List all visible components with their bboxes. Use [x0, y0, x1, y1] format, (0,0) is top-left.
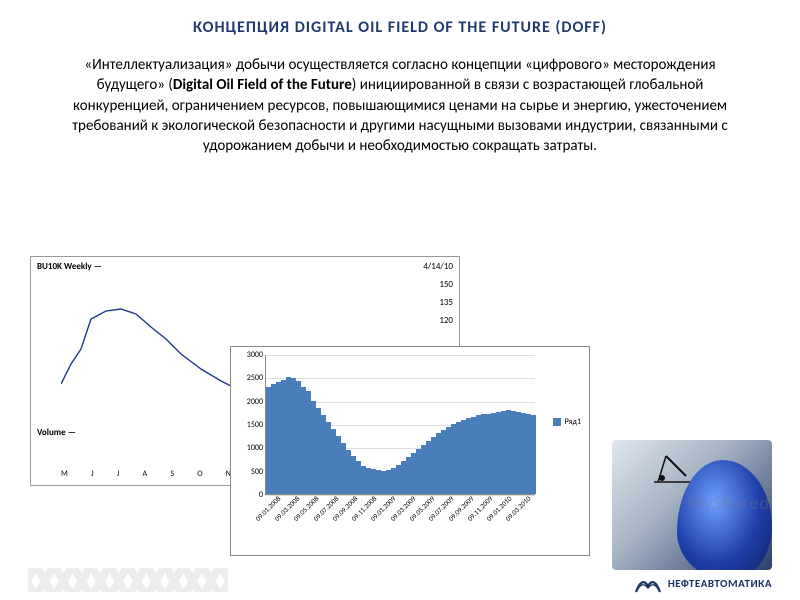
chart2-plot: 05001000150020002500300009.01.200809.03.… — [265, 355, 535, 495]
chart2-bar — [381, 471, 386, 494]
chart2-legend-swatch — [553, 418, 561, 426]
chart2-bar — [311, 401, 316, 494]
logo-icon — [634, 572, 662, 594]
chart2-bar — [526, 414, 531, 494]
chart2-bar — [326, 422, 331, 494]
chart2-bar — [506, 410, 511, 494]
chart2-bar — [361, 466, 366, 494]
chart1-xtick: O — [197, 469, 202, 479]
chart2-bar — [291, 378, 296, 494]
chart2-bar — [386, 470, 391, 494]
chart2-bar — [476, 415, 481, 494]
body-paragraph: «Интеллектуализация» добычи осуществляет… — [0, 47, 800, 156]
chart2-bar — [466, 418, 471, 494]
chart2-bar — [351, 456, 356, 494]
chart2-bar — [491, 413, 496, 494]
chart2-ytick: 0 — [259, 490, 263, 500]
chart2-bar — [501, 411, 506, 494]
chart1-date: 4/14/10 — [423, 261, 453, 272]
chart2-bar — [401, 461, 406, 494]
page-title: КОНЦЕПЦИЯ DIGITAL OIL FIELD OF THE FUTUR… — [0, 0, 800, 47]
chart2-bar — [426, 441, 431, 494]
chart2-bar — [281, 380, 286, 494]
chart2-bar — [266, 387, 271, 494]
chart2-bar — [371, 469, 376, 494]
logo-text: НЕФТЕАВТОМАТИКА — [668, 577, 772, 590]
chart2-bar — [511, 411, 516, 494]
oil-rig-icon — [652, 450, 692, 484]
chart1-ytick: 135 — [439, 297, 453, 308]
body-bold: Digital Oil Field of the Future — [173, 76, 352, 94]
chart2-bar — [436, 433, 441, 494]
chart2-gridline — [266, 495, 535, 496]
chart2-bar — [521, 413, 526, 494]
chart2-bar — [416, 449, 421, 494]
chart1-xtick: J — [91, 469, 94, 479]
chart2-legend: Ряд1 — [553, 417, 581, 427]
chart2-ytick: 1500 — [247, 420, 263, 430]
chart2-ytick: 3000 — [247, 350, 263, 360]
chart2-bar — [441, 430, 446, 494]
chart1-xtick: A — [143, 469, 148, 479]
chart2-bar — [306, 391, 311, 494]
chart2-bar — [276, 382, 281, 494]
chart2-bar — [286, 377, 291, 494]
chart1-xtick: M — [61, 469, 68, 479]
chart2-bar — [336, 436, 341, 494]
chart2-ytick: 500 — [251, 467, 263, 477]
chart2-bar — [471, 417, 476, 494]
bar-chart: 05001000150020002500300009.01.200809.03.… — [230, 346, 590, 556]
chart2-bar — [431, 437, 436, 494]
chart2-bar — [451, 424, 456, 494]
charts-region: BU10K Weekly — 4/14/10 150 135 120 Volume … — [30, 256, 530, 556]
chart1-ytick: 150 — [439, 279, 453, 290]
chart2-bar — [486, 414, 491, 494]
chart2-bar — [396, 465, 401, 494]
chart2-bar — [421, 445, 426, 494]
chart1-xtick: S — [170, 469, 174, 479]
chart2-bar — [406, 457, 411, 494]
chart1-ytick: 120 — [439, 315, 453, 326]
chart2-bar — [376, 470, 381, 494]
chart2-bar — [271, 384, 276, 494]
chart2-bar — [411, 453, 416, 494]
chart2-bar — [461, 420, 466, 494]
chart1-xtick: J — [117, 469, 120, 479]
chart2-bar — [496, 412, 501, 494]
chart1-series-label: BU10K Weekly — — [37, 261, 102, 272]
chart2-bar — [516, 412, 521, 494]
company-logo: НЕФТЕАВТОМАТИКА — [634, 572, 772, 594]
chart2-bar — [356, 461, 361, 494]
chart2-bar — [456, 422, 461, 494]
chart2-bar — [341, 443, 346, 494]
chart2-bar — [346, 450, 351, 494]
chart2-gridline — [266, 355, 535, 356]
chart2-bar — [331, 429, 336, 494]
chart2-bar — [366, 468, 371, 494]
chart2-ytick: 1000 — [247, 443, 263, 453]
chart2-bar — [296, 381, 301, 494]
chart2-ytick: 2000 — [247, 397, 263, 407]
chart2-bar — [391, 468, 396, 494]
chart1-volume-label: Volume — — [37, 427, 76, 438]
chart2-legend-label: Ряд1 — [565, 417, 581, 427]
chart2-bar — [531, 415, 536, 494]
chart2-ytick: 2500 — [247, 373, 263, 383]
chart2-bar — [446, 427, 451, 494]
chart2-gridline — [266, 378, 535, 379]
chart2-bar — [321, 415, 326, 494]
chart2-bar — [316, 408, 321, 494]
decorative-head-image — [612, 440, 772, 570]
chart2-bar — [301, 387, 306, 494]
footer-pattern — [28, 568, 228, 592]
chart2-bar — [481, 414, 486, 494]
